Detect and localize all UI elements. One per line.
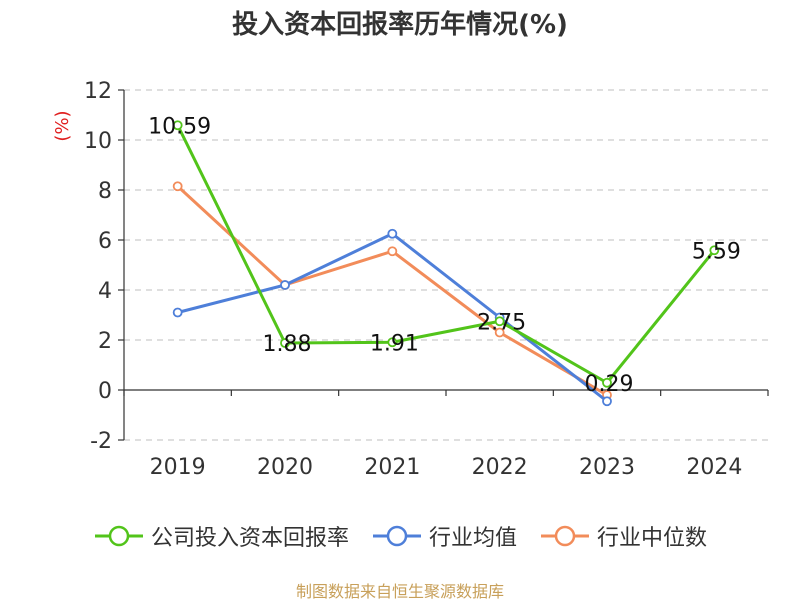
legend: 公司投入资本回报率 行业均值 行业中位数 xyxy=(0,520,800,552)
x-tick-label: 2022 xyxy=(472,455,528,480)
legend-label: 行业均值 xyxy=(428,526,517,551)
x-tick-label: 2024 xyxy=(686,455,742,480)
x-tick-label: 2023 xyxy=(579,455,635,480)
series-line xyxy=(176,124,716,385)
data-label: 0.29 xyxy=(585,372,634,397)
data-point xyxy=(280,280,290,290)
y-tick-label: 10 xyxy=(84,129,112,154)
series-line xyxy=(176,185,608,397)
source-note: 制图数据来自恒生聚源数据库 xyxy=(295,582,504,601)
legend-label: 行业中位数 xyxy=(597,526,708,551)
data-labels: 10.59 1.88 1.91 2.75 0.29 5.59 xyxy=(148,114,741,397)
legend-swatch xyxy=(541,525,589,547)
data-label: 1.88 xyxy=(263,332,312,357)
data-point xyxy=(387,337,398,348)
data-point xyxy=(172,120,183,131)
y-tick-label: 2 xyxy=(98,329,112,354)
data-point xyxy=(602,396,612,407)
x-tick-label: 2021 xyxy=(364,455,420,480)
data-point xyxy=(172,181,183,192)
legend-item[interactable]: 行业中位数 xyxy=(539,520,707,552)
y-tick-label: 8 xyxy=(98,179,112,204)
data-point xyxy=(709,245,720,256)
y-tick-label: 12 xyxy=(84,79,112,104)
data-point xyxy=(280,338,290,348)
x-tick-label: 2019 xyxy=(150,455,206,480)
data-point xyxy=(494,327,505,338)
y-tick-label: -2 xyxy=(90,429,112,454)
data-point xyxy=(602,377,612,388)
data-label: 2.75 xyxy=(477,310,526,335)
data-point xyxy=(494,316,505,327)
data-label: 10.59 xyxy=(148,114,211,139)
grid-lines xyxy=(124,89,768,441)
legend-label: 公司投入资本回报率 xyxy=(150,526,349,551)
series xyxy=(172,120,720,407)
data-point xyxy=(387,246,398,257)
y-tick-label: 6 xyxy=(98,229,112,254)
x-tick-label: 2020 xyxy=(257,455,313,480)
data-label: 1.91 xyxy=(370,331,419,356)
legend-swatch xyxy=(94,525,143,547)
data-label: 5.59 xyxy=(692,239,741,264)
axes: -2 0 2 4 6 8 10 12 2019 2020 2021 2022 2023 2024 xyxy=(84,79,769,480)
legend-item[interactable]: 行业均值 xyxy=(371,520,517,552)
y-tick-label: 0 xyxy=(98,379,112,404)
data-point xyxy=(387,228,398,239)
legend-swatch xyxy=(372,525,421,547)
chart-title: 投入资本回报率历年情况(%) xyxy=(232,10,568,40)
data-point xyxy=(172,307,183,318)
legend-item[interactable]: 公司投入资本回报率 xyxy=(93,520,349,552)
y-tick-label: 4 xyxy=(98,279,112,304)
y-axis-label: (%) xyxy=(52,110,73,141)
